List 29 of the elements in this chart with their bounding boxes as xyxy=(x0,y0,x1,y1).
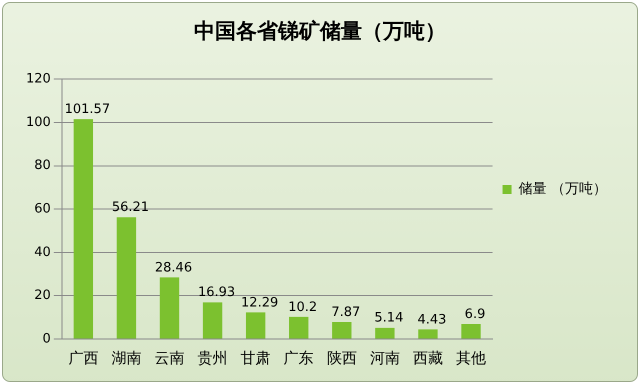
x-tick-label: 云南 xyxy=(154,348,184,367)
x-tick-label: 西藏 xyxy=(412,348,443,367)
data-label: 6.9 xyxy=(464,306,486,322)
data-label: 16.93 xyxy=(198,285,236,300)
y-tick-label: 40 xyxy=(34,244,51,260)
data-label: 56.21 xyxy=(112,200,150,216)
data-label: 12.29 xyxy=(241,295,278,310)
x-tick-label: 河南 xyxy=(370,348,400,367)
y-tick-label: 120 xyxy=(26,72,51,87)
data-label: 10.2 xyxy=(288,300,318,315)
data-label: 28.46 xyxy=(154,260,192,276)
x-tick-label: 广西 xyxy=(68,348,98,367)
data-label: 101.57 xyxy=(64,102,110,117)
y-tick-label: 0 xyxy=(42,331,51,346)
legend-label: 储量 （万吨） xyxy=(518,181,608,198)
x-tick-label: 广东 xyxy=(284,348,314,367)
chart-title: 中国各省锑矿储量（万吨） xyxy=(194,18,446,44)
data-label: 7.87 xyxy=(331,304,360,320)
y-tick-label: 60 xyxy=(34,201,51,216)
y-tick-label: 80 xyxy=(34,158,51,174)
x-tick-label: 其他 xyxy=(456,348,486,367)
data-label: 5.14 xyxy=(374,310,404,326)
y-tick-label: 100 xyxy=(26,114,51,130)
y-tick-label: 20 xyxy=(34,288,51,304)
data-label: 4.43 xyxy=(417,312,446,328)
x-tick-label: 湖南 xyxy=(111,348,142,367)
x-tick-label: 甘肃 xyxy=(240,348,271,367)
x-tick-label: 贵州 xyxy=(198,348,228,367)
x-tick-label: 陕西 xyxy=(326,348,357,367)
